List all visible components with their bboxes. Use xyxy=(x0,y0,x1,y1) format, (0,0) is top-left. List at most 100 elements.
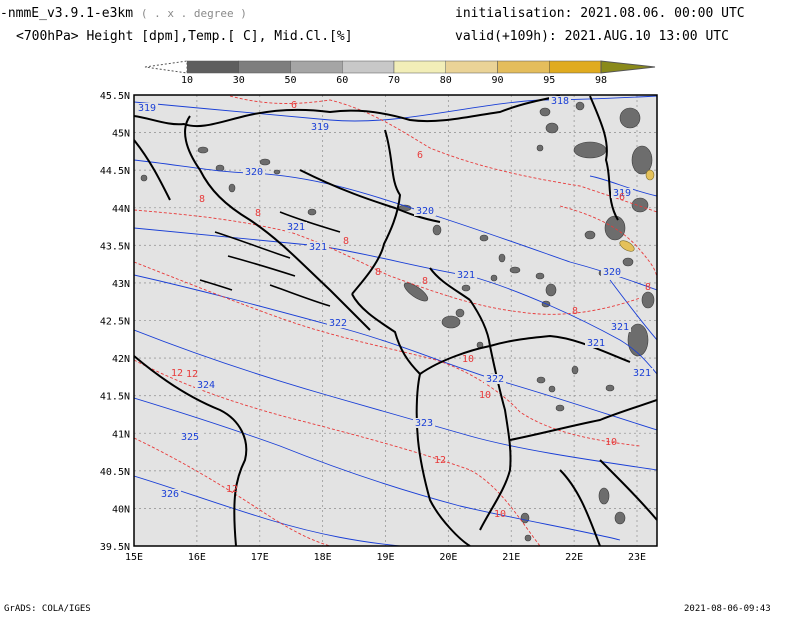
cloud-patch xyxy=(509,266,521,274)
height-label-bg xyxy=(327,318,349,328)
lon-label: 19E xyxy=(376,552,394,563)
coastline xyxy=(559,469,601,546)
valid-value: 2021.AUG.10 13:00 UTC xyxy=(564,29,729,44)
cloud-patch xyxy=(403,282,429,302)
valid-time: valid(+109h): 2021.AUG.10 13:00 UTC xyxy=(455,29,729,44)
lon-label: 21E xyxy=(502,552,520,563)
cloud-patch xyxy=(571,365,579,375)
temp-label: 8 xyxy=(199,194,205,205)
height-label-bg xyxy=(585,338,607,348)
init-time: initialisation: 2021.08.06. 00:00 UTC xyxy=(455,6,745,21)
temp-contour xyxy=(134,359,541,546)
height-label: 318 xyxy=(551,96,569,107)
colorbar-high-arrow xyxy=(600,60,656,74)
lat-label: 39.5N xyxy=(100,542,130,553)
cloud-patch xyxy=(614,511,626,525)
footer-credit: GrADS: COLA/IGES xyxy=(4,604,91,614)
cloud-patch xyxy=(520,512,530,524)
coastline xyxy=(184,115,371,331)
colorbar-tick-labels: 10 30 50 60 70 80 90 95 98 xyxy=(181,75,607,86)
lat-label: 45N xyxy=(112,129,130,140)
height-contour xyxy=(589,175,657,197)
height-contour xyxy=(134,329,657,471)
height-label-bg xyxy=(549,96,571,106)
lon-label: 22E xyxy=(565,552,583,563)
height-label: 325 xyxy=(181,432,199,443)
cloud-patch xyxy=(619,107,641,129)
cloud-patch xyxy=(545,122,559,134)
cloud-patch xyxy=(605,384,615,392)
colorbar-tick-label: 90 xyxy=(491,75,503,86)
lon-label: 20E xyxy=(439,552,457,563)
height-label: 319 xyxy=(311,122,329,133)
temp-label: 6 xyxy=(291,100,297,111)
cloud-patch xyxy=(575,101,585,111)
height-label-bg xyxy=(307,242,329,252)
cloud-patch xyxy=(307,208,317,216)
colorbar: 10 30 50 60 70 80 90 95 98 xyxy=(144,60,656,86)
temp-label: 10 xyxy=(605,437,617,448)
height-contour xyxy=(134,227,657,375)
border-line xyxy=(509,399,657,441)
cloud-patch xyxy=(627,323,649,357)
height-label-bg xyxy=(243,167,265,177)
temp-label: 8 xyxy=(422,276,428,287)
cloud-patch xyxy=(197,146,209,154)
colorbar-low-arrow xyxy=(144,60,188,74)
height-label: 321 xyxy=(611,322,629,333)
cloud-patch xyxy=(498,253,506,263)
height-label-bg xyxy=(413,418,435,428)
coastline xyxy=(134,139,171,201)
island xyxy=(199,279,233,291)
temp-label: 10 xyxy=(479,390,491,401)
cloud-patch xyxy=(573,141,607,159)
cloud-patch xyxy=(461,284,471,292)
island xyxy=(227,255,296,277)
model-title: -nmmE_v3.9.1-e3km ( . x . degree ) xyxy=(0,6,247,21)
cloud-patch xyxy=(536,376,546,384)
coastlines-borders xyxy=(134,95,657,546)
cloud-patch xyxy=(622,257,634,267)
colorbar-tick-label: 80 xyxy=(440,75,452,86)
temp-label: 6 xyxy=(619,192,625,203)
lat-label: 40N xyxy=(112,504,130,515)
border-line xyxy=(299,169,441,223)
height-label-bg xyxy=(309,122,331,132)
lon-label: 16E xyxy=(188,552,206,563)
cloud-patch xyxy=(584,230,596,240)
cloud-patch xyxy=(490,274,498,282)
cloud-patch xyxy=(555,404,565,412)
model-name: -nmmE_v3.9.1-e3km xyxy=(0,6,134,21)
height-label: 323 xyxy=(415,418,433,429)
temp-label: 12 xyxy=(226,484,238,495)
init-label: initialisation: xyxy=(455,6,573,21)
temp-contour xyxy=(229,95,657,213)
border-line xyxy=(469,299,491,347)
cloud-patch xyxy=(140,174,148,182)
cloud-patch xyxy=(259,158,271,166)
footer-timestamp: 2021-08-06-09:43 xyxy=(684,604,771,614)
height-label: 319 xyxy=(138,103,156,114)
temp-contour xyxy=(134,209,641,315)
lat-label: 42N xyxy=(112,354,130,365)
init-value: 2021.08.06. 00:00 UTC xyxy=(580,6,745,21)
island xyxy=(269,284,331,307)
units-note: ( . x . degree ) xyxy=(140,7,247,20)
colorbar-tick-label: 30 xyxy=(233,75,245,86)
lat-label: 44.5N xyxy=(100,166,130,177)
valid-label: valid(+109h): xyxy=(455,29,557,44)
height-label: 326 xyxy=(161,489,179,500)
cloud-patch xyxy=(545,283,557,297)
high-cloud-patches xyxy=(619,169,655,252)
height-contour xyxy=(609,279,657,341)
mid-cloud-patches xyxy=(140,101,655,542)
lon-label: 15E xyxy=(125,552,143,563)
height-label-bg xyxy=(455,270,477,280)
temp-label: 10 xyxy=(494,509,506,520)
temp-label: 12 xyxy=(186,369,198,380)
colorbar-tick-label: 95 xyxy=(543,75,555,86)
height-label: 320 xyxy=(245,167,263,178)
temp-label: 6 xyxy=(417,150,423,161)
field-subtitle: <700hPa> Height [dpm],Temp.[ C], Mid.Cl.… xyxy=(16,29,353,44)
